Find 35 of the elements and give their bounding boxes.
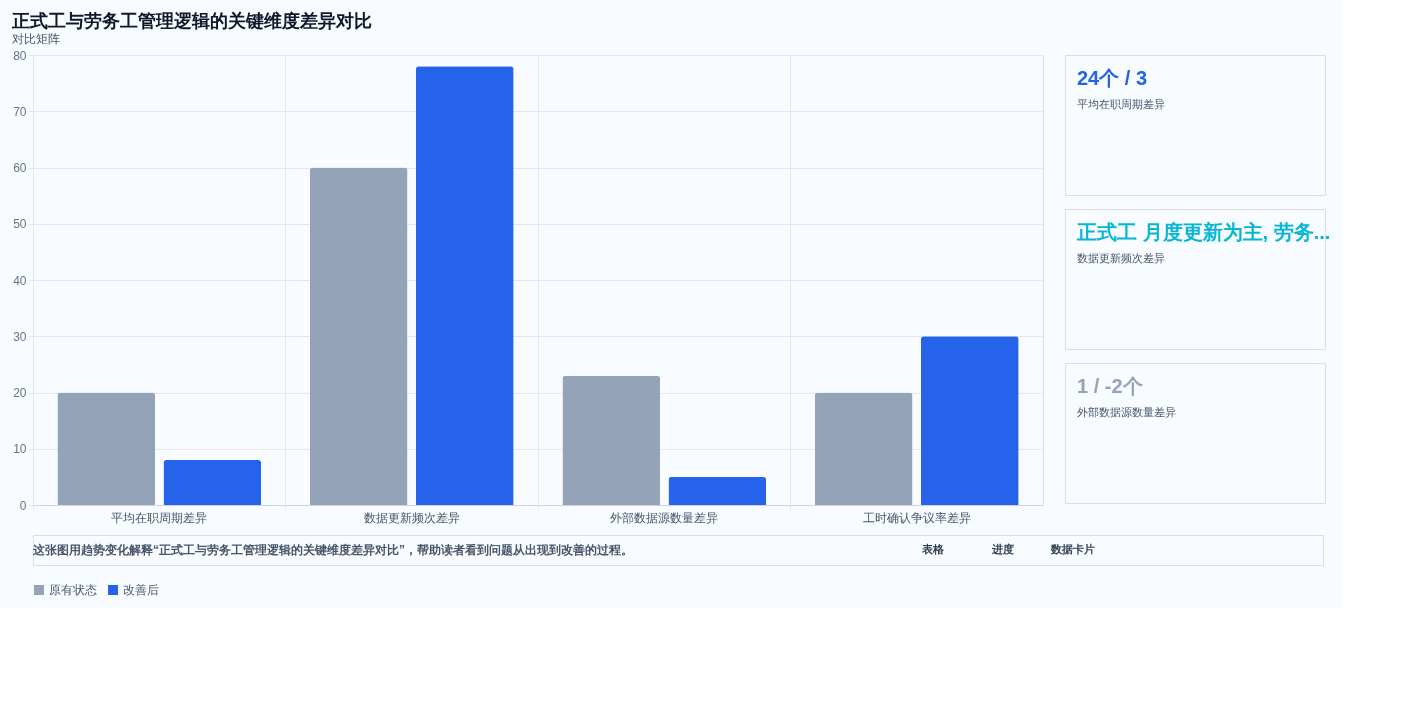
- bar: [57, 392, 156, 505]
- text: 数据卡片: [1050, 543, 1095, 555]
- chart-subtitle: 对比矩阵: [12, 31, 61, 46]
- x-tick-label: 数据更新频次差异: [363, 510, 460, 525]
- y-tick-label: 40: [13, 273, 27, 288]
- y-tick-label: 10: [13, 442, 27, 457]
- bar: [920, 336, 1019, 505]
- bar: [415, 66, 514, 505]
- y-tick-label: 70: [13, 104, 27, 119]
- chart-title: 正式工与劳务工管理逻辑的关键维度差异对比: [11, 10, 373, 31]
- y-tick-label: 80: [13, 48, 27, 63]
- y-tick-label: 30: [13, 329, 27, 344]
- y-tick-label: 20: [13, 386, 27, 400]
- bar: [562, 375, 661, 505]
- text: 1 / -2个: [1077, 375, 1143, 397]
- text: 数据更新频次差异: [1077, 252, 1165, 264]
- text: 进度: [991, 543, 1014, 555]
- x-tick-label: 工时确认争议率差异: [862, 510, 971, 525]
- bar: [309, 167, 408, 505]
- y-tick-label: 50: [13, 217, 27, 232]
- text: 正式工 月度更新为主, 劳务...: [1076, 221, 1331, 243]
- text: 平均在职周期差异: [1077, 98, 1165, 110]
- text: 这张图用趋势变化解释“正式工与劳务工管理逻辑的关键维度差异对比”，帮助读者看到问题从出现到改善的过程。: [32, 543, 633, 557]
- bar: [163, 460, 262, 505]
- y-tick-label: 60: [13, 161, 27, 175]
- text: 外部数据源数量差异: [1077, 406, 1176, 418]
- x-tick-label: 平均在职周期差异: [111, 510, 208, 525]
- bar: [814, 392, 913, 505]
- y-tick-label: 0: [19, 498, 27, 513]
- legend-label: 原有状态: [49, 583, 97, 597]
- text: 表格: [921, 543, 945, 555]
- x-tick-label: 外部数据源数量差异: [610, 510, 719, 525]
- bar: [668, 476, 767, 505]
- text: 24个 / 3: [1077, 67, 1148, 89]
- legend-label: 改善后: [123, 583, 159, 597]
